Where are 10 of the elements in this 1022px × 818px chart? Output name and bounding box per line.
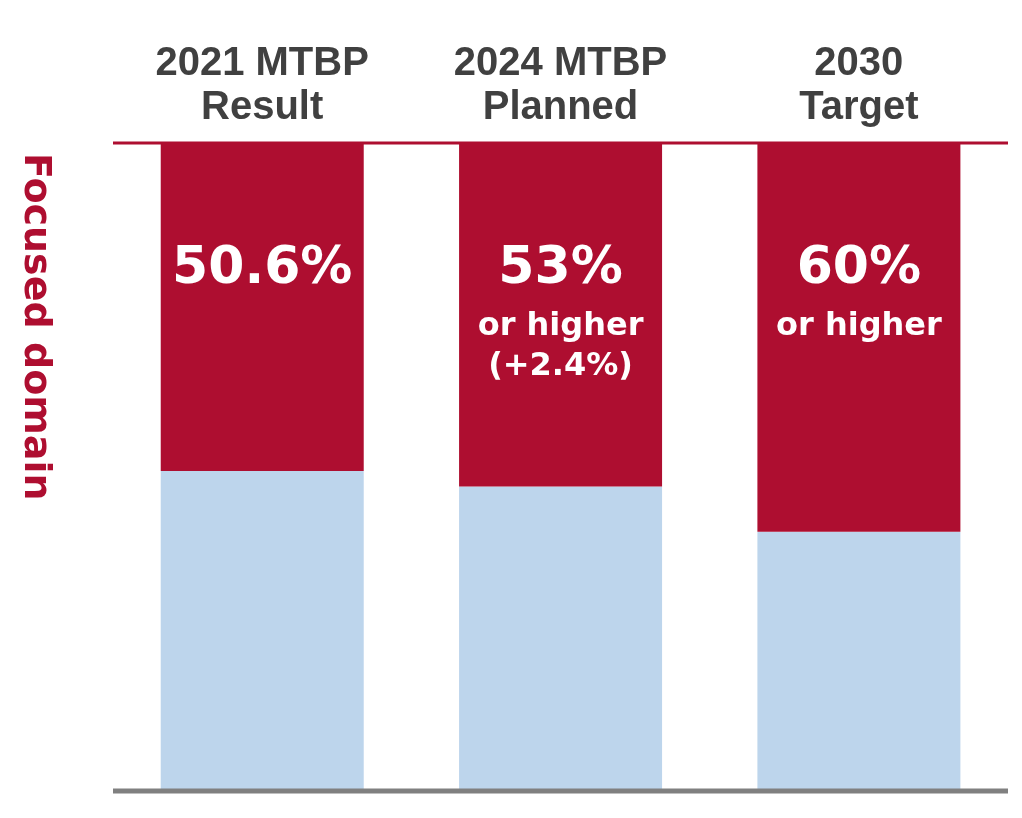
x-tick-label: 2024 MTBP Planned — [453, 39, 668, 127]
data-label: 60% or higher — [775, 235, 943, 343]
y-axis-title: Focused domain — [16, 153, 60, 501]
bar — [757, 531, 961, 791]
bar — [459, 486, 663, 791]
data-label: 53% or higher (+2.4%) — [477, 235, 644, 383]
x-tick-label: 2030 Target — [799, 39, 919, 127]
data-label: 50.6% — [172, 235, 353, 295]
x-tick-label: 2021 MTBP Result — [155, 39, 369, 127]
bar — [160, 470, 364, 791]
